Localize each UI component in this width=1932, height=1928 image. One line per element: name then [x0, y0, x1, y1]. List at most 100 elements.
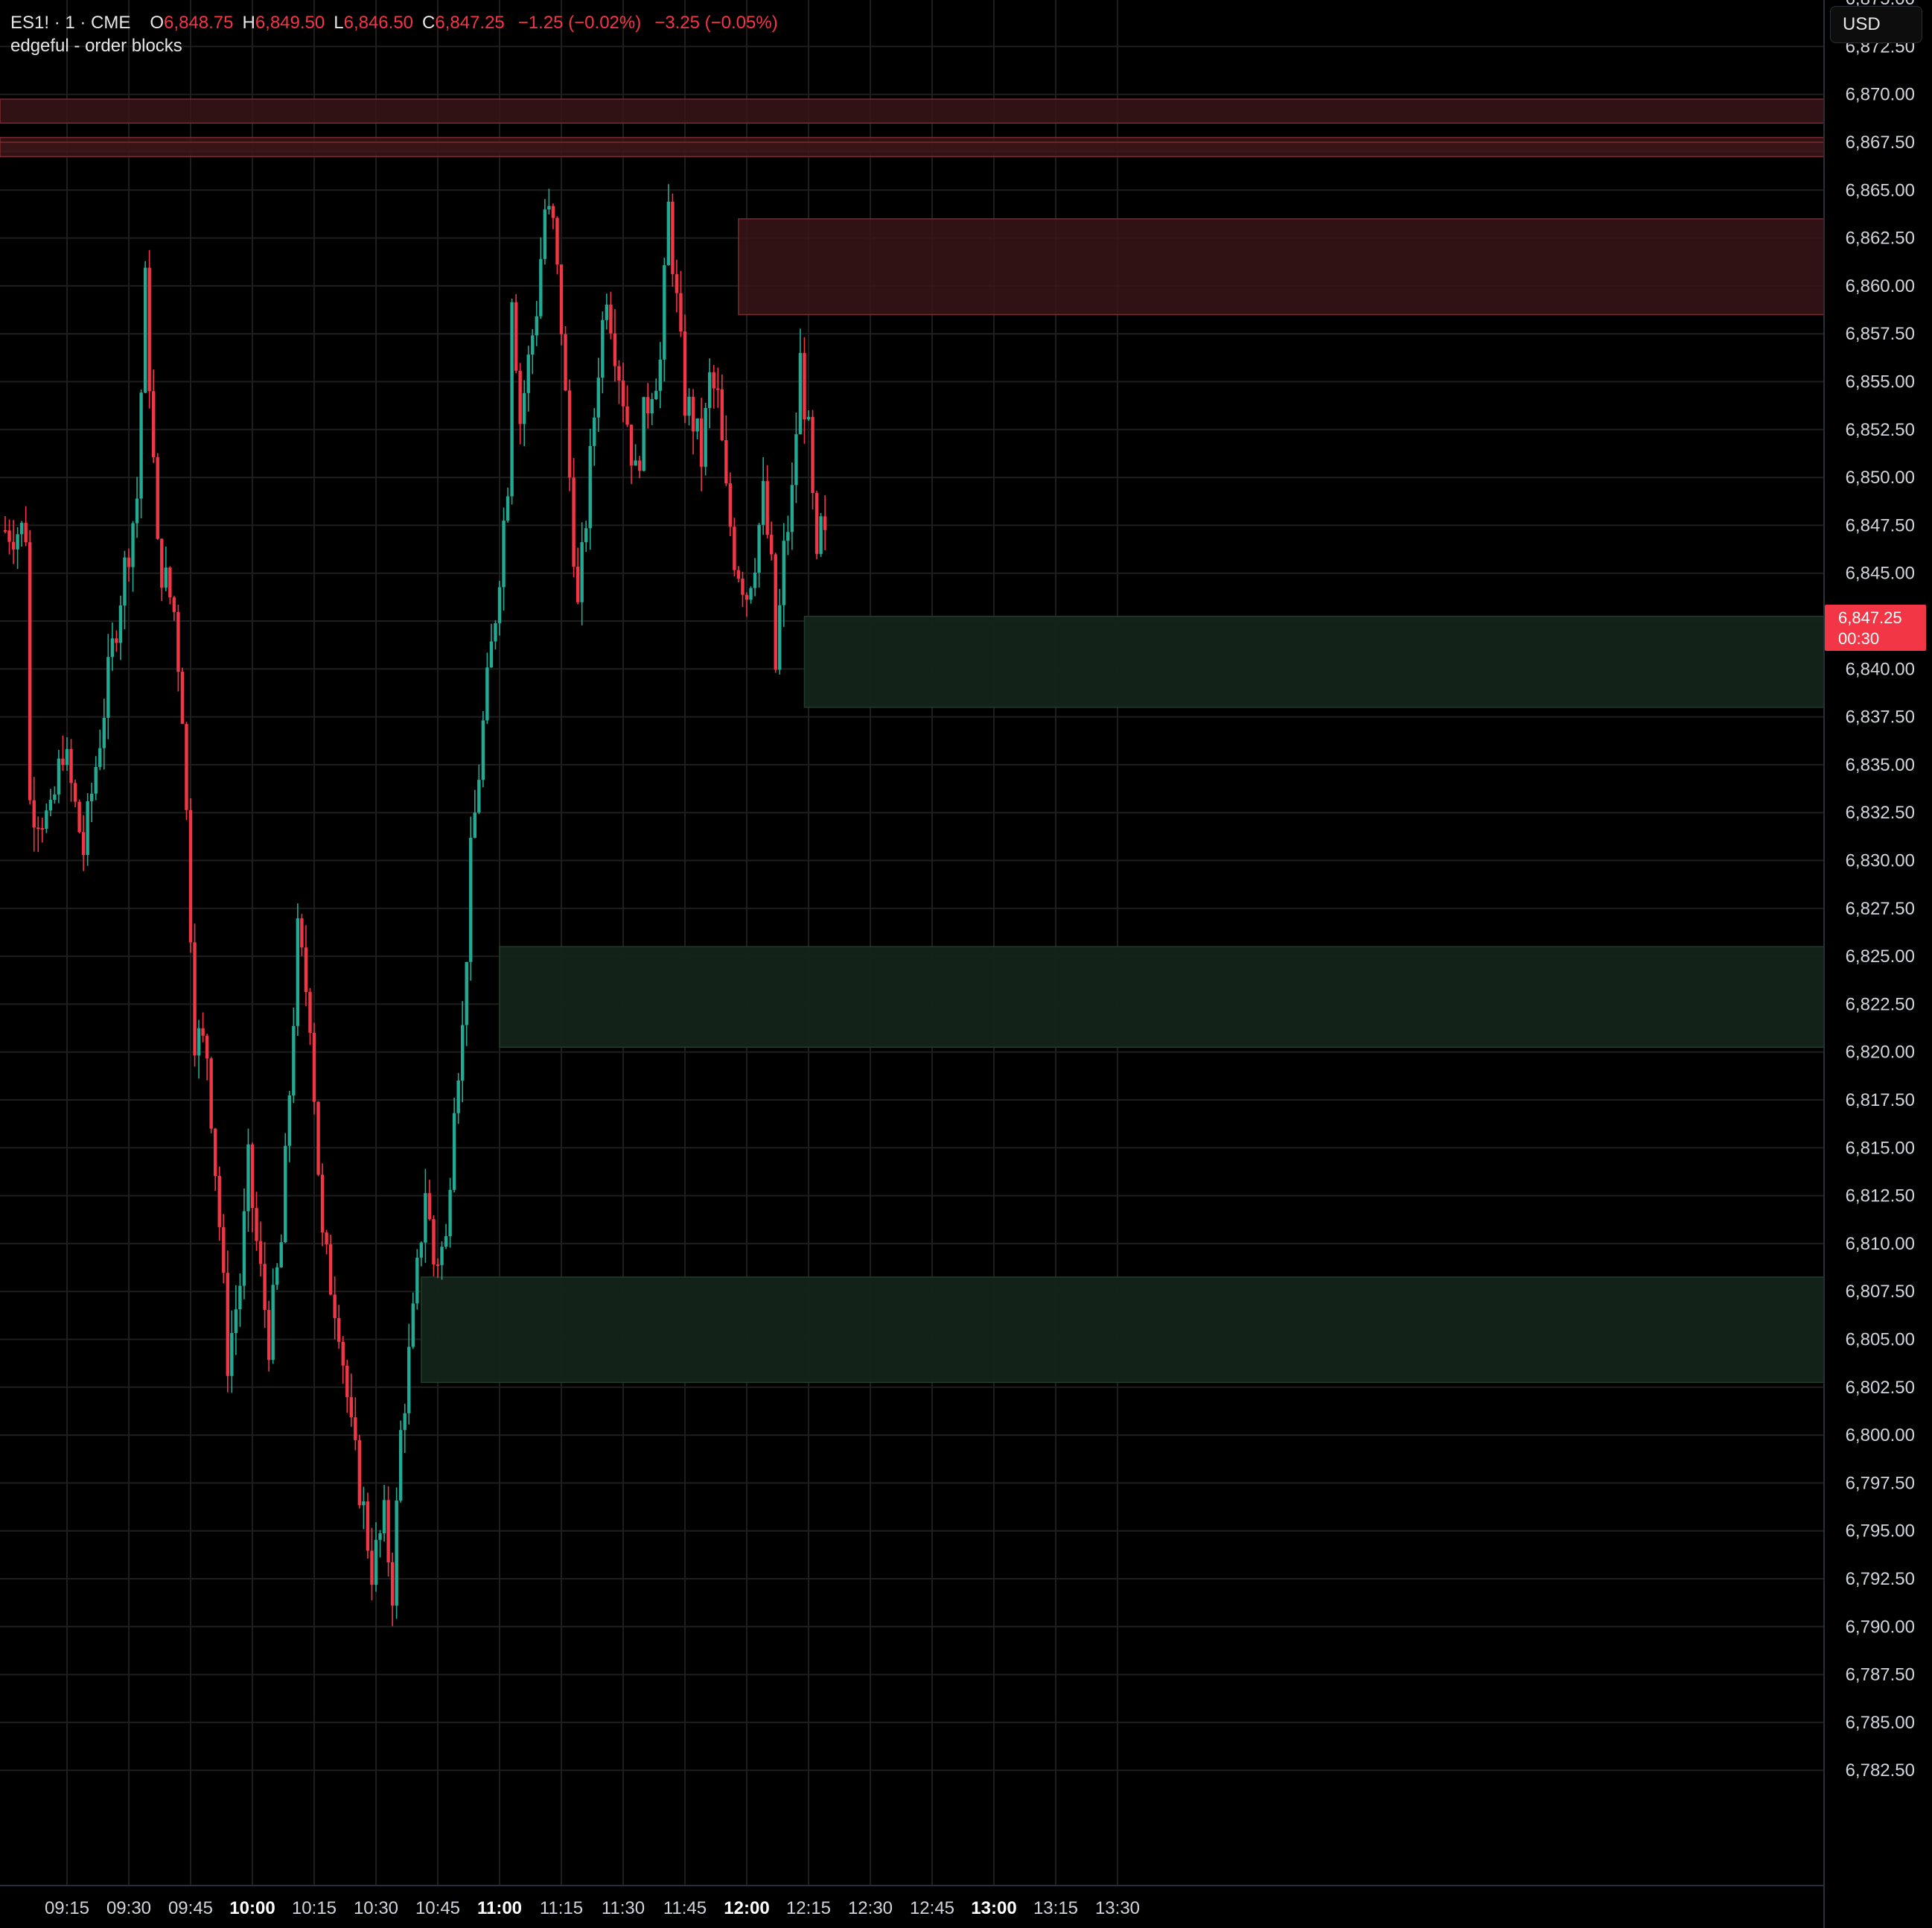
candle-body — [226, 1273, 229, 1376]
candle — [572, 458, 576, 578]
candle-body — [89, 793, 94, 801]
candle — [65, 737, 69, 771]
candle — [481, 711, 485, 788]
candle-body — [506, 496, 510, 521]
candle — [811, 410, 814, 510]
candle — [786, 515, 790, 556]
candle — [580, 522, 584, 626]
price-tick-label: 6,850.00 — [1846, 468, 1915, 488]
candle-body — [24, 523, 28, 543]
candle-body — [48, 800, 53, 811]
price-tick-label: 6,862.50 — [1846, 229, 1915, 249]
price-tick-label: 6,832.50 — [1846, 803, 1915, 823]
candle-body — [180, 672, 185, 725]
candle-body — [69, 748, 73, 783]
candle — [69, 739, 73, 802]
time-tick-label: 11:15 — [540, 1898, 583, 1918]
time-tick-label: 11:45 — [663, 1898, 707, 1918]
candle — [790, 462, 794, 550]
candle — [36, 816, 40, 852]
candle-body — [617, 366, 621, 381]
price-tick-label: 6,782.50 — [1846, 1760, 1915, 1781]
candle-body — [193, 942, 197, 1056]
candle-body — [469, 837, 473, 962]
candle-body — [547, 206, 551, 210]
candle — [621, 362, 625, 422]
candle — [645, 383, 650, 429]
candle — [135, 477, 139, 538]
candle-body — [61, 758, 65, 766]
time-tick-label: 12:30 — [848, 1898, 893, 1918]
candle-body — [551, 206, 555, 218]
currency-button[interactable]: USD — [1830, 6, 1922, 43]
candle — [654, 378, 658, 400]
candle-body — [518, 370, 522, 424]
candle — [427, 1180, 432, 1221]
candle-body — [209, 1058, 213, 1129]
candle-body — [720, 389, 724, 440]
candle-body — [81, 832, 86, 856]
candle-body — [543, 209, 547, 259]
candle — [757, 523, 761, 588]
time-axis: 09:15 09:30 09:45 10:00 10:15 10:30 10:45 11:00… — [45, 1898, 1140, 1918]
candle-body — [102, 717, 106, 748]
candle — [98, 729, 102, 771]
indicator-label[interactable]: edgeful - order blocks — [10, 36, 182, 56]
candle — [819, 512, 823, 557]
time-tick-label: 13:00 — [971, 1898, 1016, 1918]
candle — [11, 520, 16, 564]
price-tick-label: 6,857.50 — [1846, 324, 1915, 344]
candle-body — [526, 354, 530, 393]
candle-body — [419, 1242, 424, 1258]
candle-body — [502, 521, 506, 588]
candle — [115, 630, 118, 652]
price-tick-label: 6,815.00 — [1846, 1138, 1915, 1158]
candle — [782, 523, 785, 627]
time-tick-label: 10:30 — [354, 1898, 398, 1918]
candle — [650, 392, 654, 425]
candle — [151, 369, 156, 463]
candle — [522, 380, 526, 447]
candle — [704, 402, 707, 476]
last-price-badge: 6,847.25 00:30 — [1825, 605, 1926, 651]
bearish-order-block — [738, 218, 1825, 316]
candle — [605, 293, 609, 330]
last-price-value: 6,847.25 — [1838, 608, 1902, 627]
candle-body — [436, 1264, 440, 1266]
candle — [526, 346, 530, 412]
candle-body — [45, 810, 48, 829]
candle-body — [671, 201, 675, 275]
candle — [588, 428, 592, 550]
candle — [510, 298, 514, 505]
candle-body — [658, 359, 662, 391]
candle — [24, 506, 28, 547]
candle-body — [514, 302, 518, 371]
price-axis: 6,875.006,872.506,870.006,867.506,865.00… — [1846, 0, 1915, 1781]
price-tick-label: 6,787.50 — [1846, 1665, 1915, 1685]
candle — [209, 1057, 213, 1133]
candle — [271, 1268, 275, 1364]
candle — [366, 1492, 370, 1559]
symbol-label[interactable]: ES1! · 1 · CME — [10, 13, 131, 33]
price-tick-label: 6,820.00 — [1846, 1043, 1915, 1063]
candle — [205, 1034, 209, 1081]
candle-body — [460, 1025, 465, 1081]
candle-body — [73, 783, 77, 802]
candle — [506, 487, 510, 523]
candle-body — [370, 1550, 374, 1585]
candle — [222, 1214, 226, 1284]
candle-body — [333, 1294, 337, 1319]
candle — [473, 789, 476, 839]
candle — [514, 293, 518, 374]
candle — [19, 521, 24, 547]
candle-body — [337, 1318, 341, 1342]
candle — [448, 1177, 452, 1248]
candle-body — [201, 1028, 205, 1036]
candle-body — [786, 532, 790, 541]
candle — [629, 424, 634, 485]
bearish-order-block — [0, 141, 1825, 158]
candle-body — [572, 477, 576, 567]
candle-body — [258, 1241, 263, 1264]
candle — [73, 779, 77, 808]
